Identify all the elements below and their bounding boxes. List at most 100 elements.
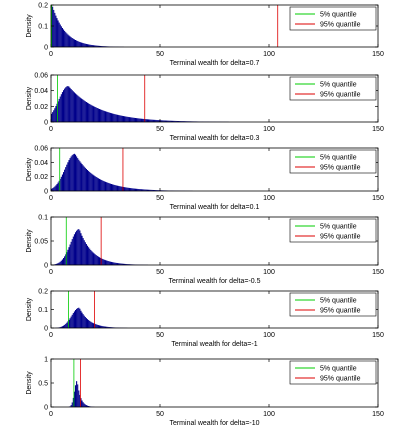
histogram-bar	[113, 185, 114, 191]
histogram-bar	[65, 324, 66, 328]
histogram-bar	[74, 39, 75, 47]
histogram-bar	[70, 36, 71, 47]
x-tick-label: 150	[372, 411, 384, 418]
histogram-bar	[124, 116, 125, 122]
y-axis-label: Density	[26, 371, 33, 395]
histogram-bar	[63, 29, 64, 47]
x-tick-label: 0	[49, 195, 53, 202]
histogram-bar	[75, 310, 76, 328]
histogram-bar	[72, 239, 73, 265]
histogram-bar	[98, 257, 99, 265]
histogram-bar	[107, 112, 108, 122]
histogram-bar	[98, 178, 99, 191]
histogram-bar	[78, 42, 79, 47]
histogram-bar	[86, 318, 87, 328]
histogram-bar	[96, 324, 97, 328]
histogram-bar	[70, 88, 71, 122]
histogram-bar	[108, 183, 109, 191]
legend-label: 95% quantile	[320, 165, 361, 172]
histogram-bar	[122, 116, 123, 122]
histogram-bar	[111, 184, 112, 191]
histogram-bar	[86, 169, 87, 191]
histogram-bar	[79, 230, 80, 265]
histogram-bar	[77, 230, 78, 265]
histogram-bar	[97, 178, 98, 191]
histogram-bar	[73, 39, 74, 47]
histogram-bar	[79, 161, 80, 191]
histogram-bar	[95, 176, 96, 191]
histogram-bar	[77, 95, 78, 122]
histogram-bar	[61, 26, 62, 47]
histogram-bar	[64, 31, 65, 47]
legend: 5% quantile 95% quantile	[290, 150, 376, 173]
histogram-bar	[104, 260, 105, 265]
histogram-bar	[91, 174, 92, 191]
histogram-bar	[88, 247, 89, 265]
histogram-bar	[125, 187, 126, 191]
histogram-bar	[102, 181, 103, 191]
histogram-bar	[114, 185, 115, 191]
x-tick-label: 150	[372, 332, 384, 339]
histogram-bar	[85, 101, 86, 122]
legend-label: 5% quantile	[320, 155, 357, 162]
histogram-bar	[77, 41, 78, 47]
histogram-bar	[78, 390, 79, 407]
y-tick-label: 0.05	[34, 239, 48, 246]
histogram-bar	[67, 250, 68, 265]
histogram-bar	[133, 118, 134, 122]
y-tick-label: 0.2	[38, 3, 48, 10]
histogram-bar	[92, 323, 93, 328]
histogram-bar	[106, 182, 107, 191]
histogram-bar	[97, 325, 98, 328]
y-tick-label: 0.04	[34, 160, 48, 167]
histogram-bar	[68, 87, 69, 122]
histogram-bar	[70, 158, 71, 191]
histogram-bar	[78, 160, 79, 191]
histogram-bar	[115, 185, 116, 191]
y-tick-label: 0.02	[34, 104, 48, 111]
histogram-bar	[84, 240, 85, 265]
histogram-bar	[85, 44, 86, 47]
histogram-bar	[58, 183, 59, 191]
histogram-bar	[74, 234, 75, 265]
histogram-bar	[104, 182, 105, 191]
histogram-bar	[117, 186, 118, 191]
histogram-bar	[129, 188, 130, 191]
histogram-bar	[129, 117, 130, 122]
histogram-bar	[80, 42, 81, 47]
histogram-bar	[67, 86, 68, 122]
histogram-bar	[98, 325, 99, 328]
histogram-bar	[90, 322, 91, 328]
histogram-bar	[95, 107, 96, 122]
histogram-bar	[55, 185, 56, 191]
x-axis-label: Terminal wealth for delta=0.1	[170, 204, 260, 211]
histogram-bar	[116, 115, 117, 122]
histogram-bar	[62, 259, 63, 265]
histogram-bar	[90, 105, 91, 122]
histogram-bar	[83, 402, 84, 407]
histogram-bar	[116, 186, 117, 191]
histogram-bar	[63, 90, 64, 122]
x-tick-label: 100	[263, 126, 275, 133]
y-tick-label: 0	[44, 189, 48, 196]
histogram-bar	[73, 154, 74, 191]
histogram-bar	[86, 44, 87, 47]
histogram-bar	[82, 99, 83, 122]
histogram-bar	[83, 100, 84, 122]
histogram-bar	[94, 175, 95, 191]
histogram-bar	[84, 404, 85, 407]
histogram-bar	[82, 401, 83, 407]
histogram-bar	[138, 118, 139, 122]
histogram-bar	[54, 13, 55, 47]
histogram-bar	[114, 114, 115, 122]
legend-label: 5% quantile	[320, 366, 357, 373]
y-tick-label: 0.04	[34, 88, 48, 95]
histogram-bar	[99, 179, 100, 191]
histogram-bar	[84, 101, 85, 122]
histogram-bar	[102, 259, 103, 265]
histogram-bar	[111, 113, 112, 122]
histogram-bar	[87, 246, 88, 265]
